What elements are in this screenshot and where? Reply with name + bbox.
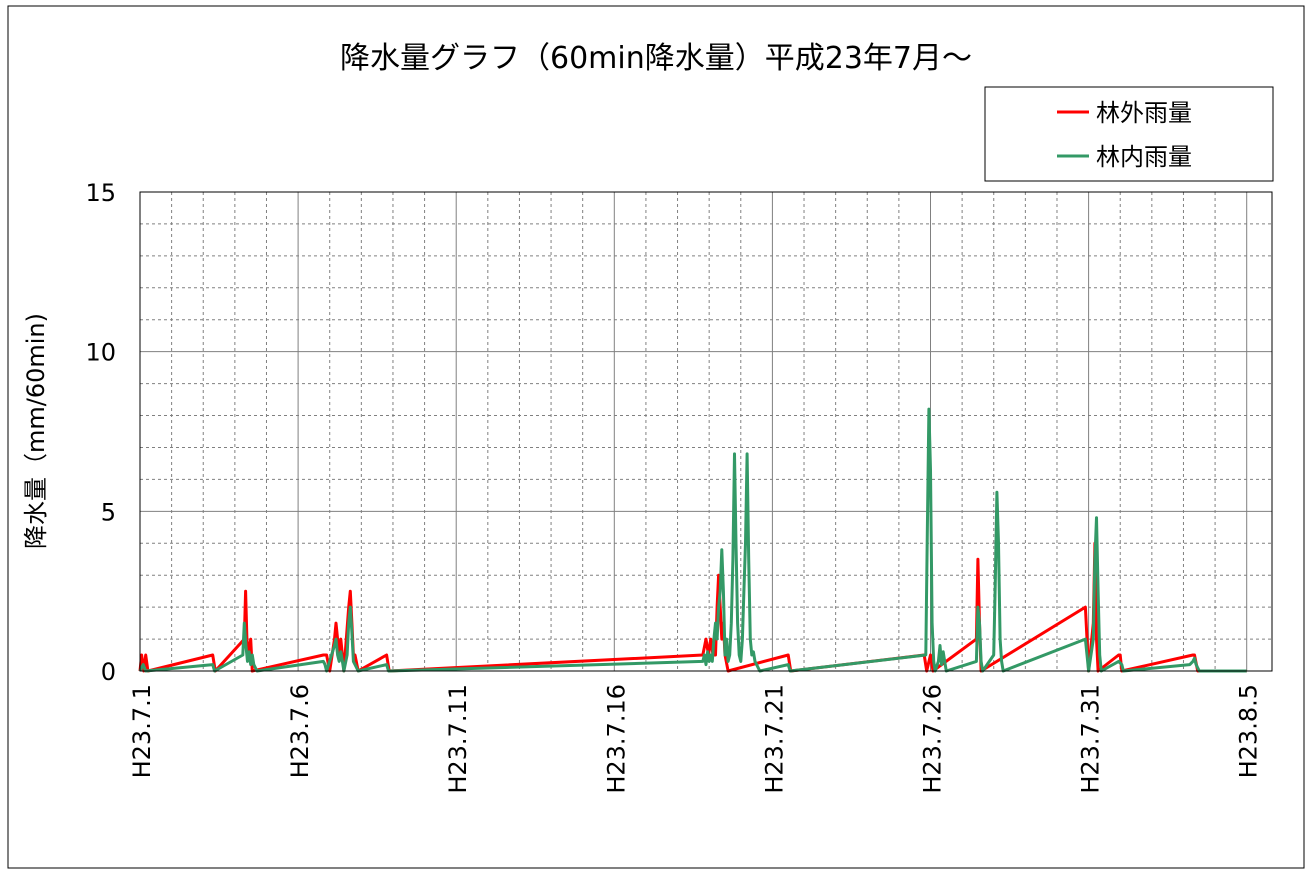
series-line-1 [138, 407, 1247, 673]
y-tick-label: 10 [85, 339, 116, 367]
x-tick-label: H23.7.1 [128, 684, 156, 778]
x-tick-label: H23.7.16 [602, 684, 630, 794]
plot-area [140, 192, 1272, 671]
series-lines [138, 407, 1247, 673]
y-tick-label: 5 [101, 498, 116, 526]
x-tick-label: H23.7.6 [286, 684, 314, 778]
legend-box [984, 86, 1274, 182]
x-tick-label: H23.7.26 [919, 684, 947, 794]
x-tick-label: H23.7.21 [760, 684, 788, 794]
legend: 林外雨量 林内雨量 [984, 86, 1274, 182]
legend-label-inside: 林内雨量 [1096, 143, 1192, 171]
y-tick-label: 0 [101, 658, 116, 686]
x-tick-labels: H23.7.1 H23.7.6 H23.7.11 H23.7.16 H23.7.21 H2… [128, 684, 1263, 794]
x-tick-label: H23.8.5 [1235, 684, 1263, 778]
y-tick-labels: 0 5 10 15 [85, 179, 116, 686]
x-tick-label: H23.7.11 [444, 684, 472, 794]
legend-label-outside: 林外雨量 [1096, 99, 1192, 127]
x-tick-label: H23.7.31 [1077, 684, 1105, 794]
plot-border [139, 191, 1273, 672]
chart-title: 降水量グラフ（60min降水量）平成23年7月～ [340, 41, 972, 76]
y-tick-label: 15 [85, 179, 116, 207]
y-axis-label: 降水量（mm/60min) [22, 313, 50, 549]
